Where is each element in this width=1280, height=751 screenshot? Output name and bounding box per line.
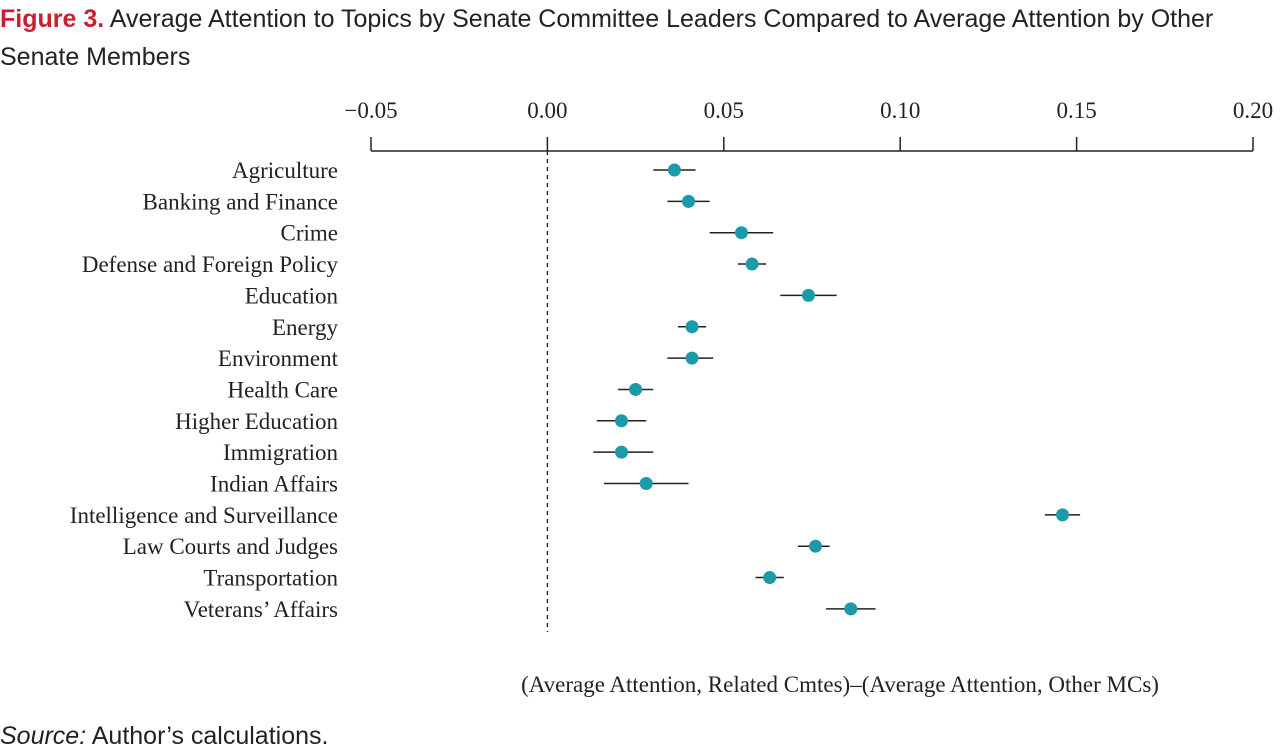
- data-point: [809, 539, 823, 553]
- category-label: Intelligence and Surveillance: [70, 503, 338, 528]
- data-point: [763, 571, 777, 585]
- figure-title-text: Average Attention to Topics by Senate Co…: [0, 5, 1214, 71]
- data-point: [685, 351, 699, 365]
- category-label: Agriculture: [232, 158, 338, 183]
- category-label: Law Courts and Judges: [123, 534, 338, 559]
- x-tick-label: 0.20: [1233, 98, 1273, 123]
- data-point: [682, 194, 696, 208]
- data-point: [734, 226, 748, 240]
- x-tick-label: 0.05: [704, 98, 744, 123]
- category-label: Environment: [218, 346, 339, 371]
- data-point: [1055, 508, 1069, 522]
- data-point: [614, 445, 628, 459]
- category-label: Energy: [272, 315, 339, 340]
- x-axis-title: (Average Attention, Related Cmtes)–(Aver…: [521, 672, 1159, 697]
- data-point: [629, 382, 643, 396]
- source-label: Source:: [0, 722, 87, 750]
- category-label: Health Care: [228, 377, 338, 402]
- data-point: [667, 163, 681, 177]
- data-point: [639, 477, 653, 490]
- category-label: Veterans’ Affairs: [184, 597, 338, 622]
- source-note: Source: Author’s calculations.: [0, 722, 328, 751]
- figure-title: Figure 3. Average Attention to Topics by…: [0, 0, 1278, 76]
- category-label: Banking and Finance: [143, 189, 338, 214]
- category-label: Higher Education: [175, 409, 338, 434]
- source-text: Author’s calculations.: [91, 722, 329, 750]
- category-label: Indian Affairs: [210, 472, 338, 497]
- x-tick-label: 0.00: [527, 98, 567, 123]
- category-label: Defense and Foreign Policy: [82, 252, 339, 277]
- x-tick-label: 0.15: [1056, 98, 1096, 123]
- data-point: [685, 320, 699, 334]
- data-point: [614, 414, 628, 428]
- data-point: [745, 257, 759, 271]
- data-point: [844, 602, 858, 616]
- category-label: Crime: [281, 221, 339, 246]
- category-label: Transportation: [203, 566, 338, 591]
- x-tick-label: −0.05: [344, 98, 397, 123]
- figure-label: Figure 3.: [0, 5, 105, 33]
- category-label: Immigration: [223, 440, 338, 465]
- data-point: [801, 288, 815, 302]
- x-tick-label: 0.10: [880, 98, 920, 123]
- category-label: Education: [245, 283, 339, 308]
